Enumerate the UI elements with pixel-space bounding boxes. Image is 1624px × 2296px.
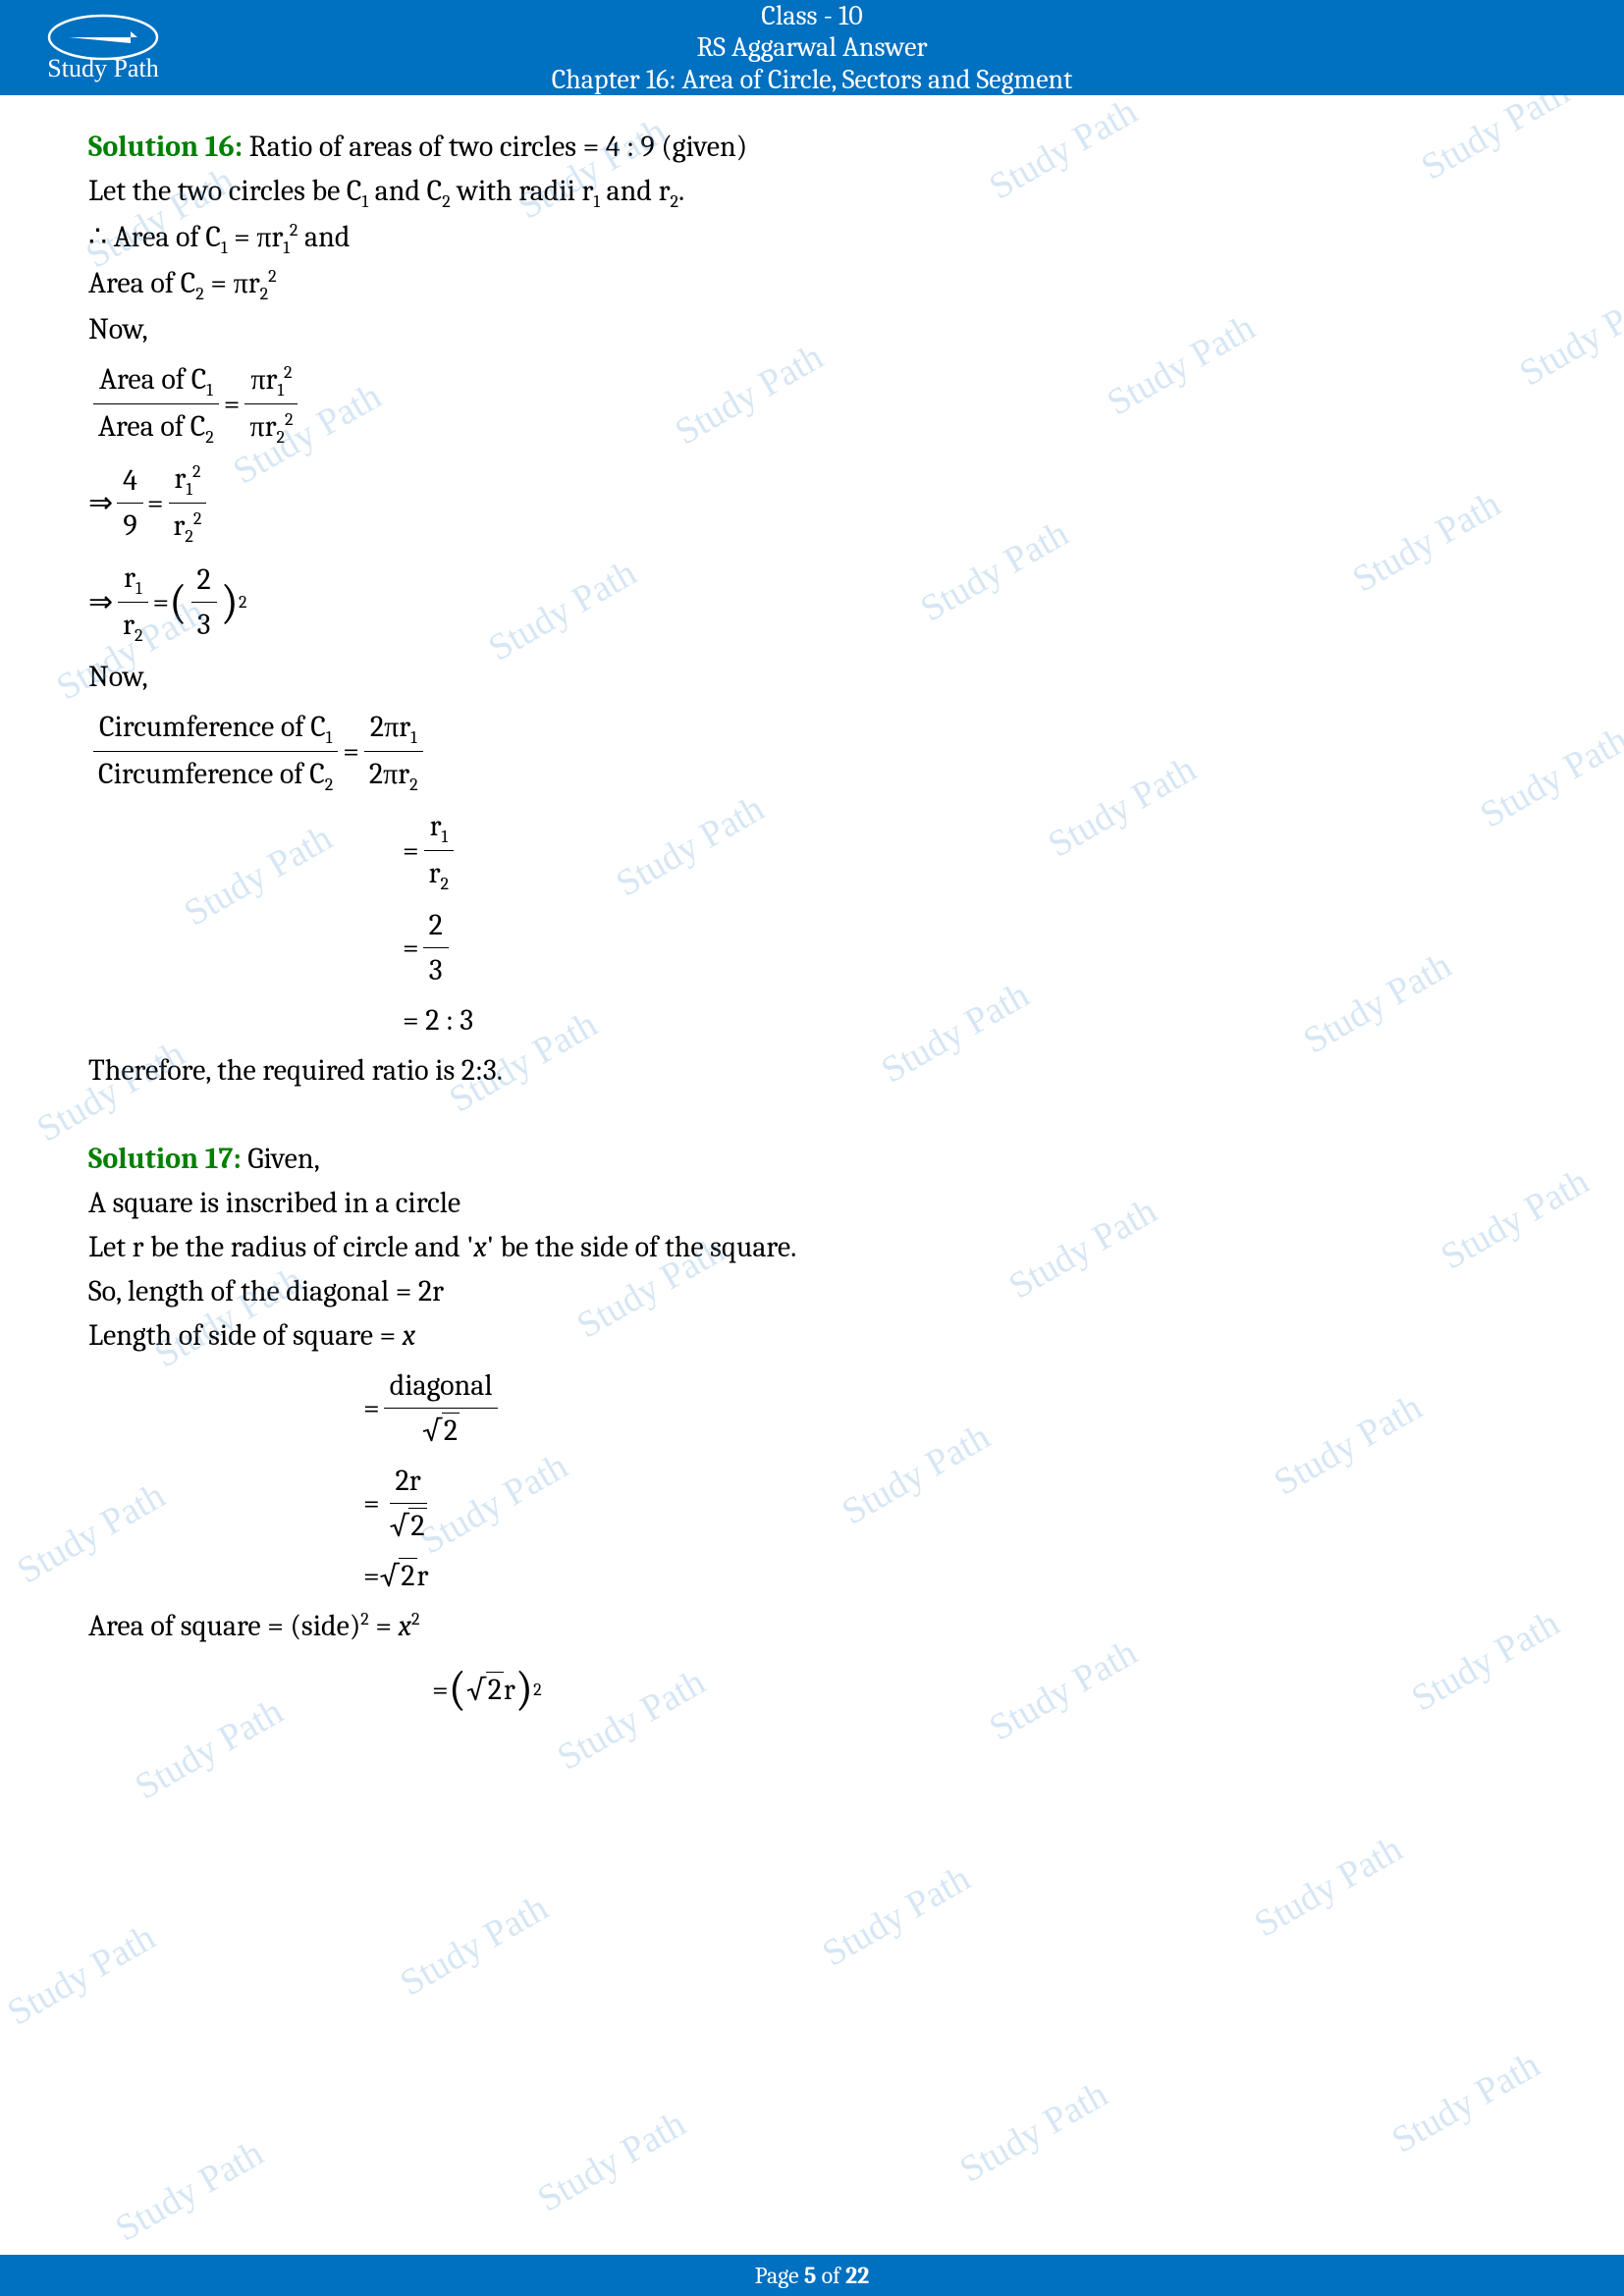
eq-23: = 2 3 <box>403 903 1536 992</box>
t: Given, <box>242 1142 320 1176</box>
t: r <box>175 461 187 496</box>
t: r <box>429 856 441 890</box>
footer-of: of <box>816 2262 845 2289</box>
sol17-line2: A square is inscribed in a circle <box>88 1181 1536 1225</box>
sol17-line3: Let r be the radius of circle and 'x' be… <box>88 1225 1536 1269</box>
footer-page-label: Page <box>755 2262 804 2289</box>
sol16-now2: Now, <box>88 655 1536 699</box>
watermark: Study Path <box>952 2073 1115 2192</box>
sol16-line4: Area of C2 = πr22 <box>88 261 1536 307</box>
t: 2πr <box>369 757 409 791</box>
t: r <box>430 809 442 843</box>
t: = πr <box>228 220 284 254</box>
sol16-line2: Let the two circles be C1 and C2 with ra… <box>88 169 1536 215</box>
t: 2 <box>399 1558 416 1593</box>
sol16-line3: ∴ Area of C1 = πr12 and <box>88 215 1536 261</box>
sol16-conclusion: Therefore, the required ratio is 2:3. <box>88 1048 1536 1093</box>
header-text-block: Class - 10 RS Aggarwal Answer Chapter 16… <box>0 0 1624 95</box>
t: 2 <box>408 1508 426 1543</box>
t: = πr <box>204 266 260 300</box>
solution-16-label: Solution 16: <box>88 130 243 164</box>
header-book: RS Aggarwal Answer <box>0 31 1624 63</box>
t: diagonal <box>384 1363 499 1409</box>
watermark: Study Path <box>108 2132 271 2251</box>
t: and C <box>368 174 442 208</box>
sol17-line5: Length of side of square = x <box>88 1313 1536 1358</box>
t: r <box>124 561 135 595</box>
eq-sqrt2r-sq: = (2r)2 <box>432 1654 1536 1725</box>
header-class: Class - 10 <box>0 0 1624 31</box>
sol16-now1: Now, <box>88 307 1536 351</box>
sol17-line1: Solution 17: Given, <box>88 1137 1536 1181</box>
t: 3 <box>423 948 449 992</box>
logo: Study Path <box>25 8 182 86</box>
t: Area of square = (side) <box>88 1609 360 1643</box>
sol17-area: Area of square = (side)2 = x2 <box>88 1604 1536 1648</box>
sol17-line4: So, length of the diagonal = 2r <box>88 1269 1536 1313</box>
t: x <box>403 1318 415 1353</box>
t: Area of C <box>88 266 195 300</box>
t: . <box>678 174 684 208</box>
page-footer: Page 5 of 22 <box>0 2255 1624 2296</box>
t: 4 <box>117 458 143 504</box>
eq-2r: = 2r 2 <box>363 1459 1536 1548</box>
t: 2 <box>442 1413 460 1448</box>
t: r <box>123 608 135 642</box>
t: ' be the side of the square. <box>487 1230 797 1264</box>
t: and <box>298 220 350 254</box>
t: r <box>417 1554 429 1598</box>
eq-circ-ratio: Circumference of C1 Circumference of C2 … <box>88 705 1536 798</box>
t: Circumference of C <box>99 710 326 744</box>
sol16-text1: Ratio of areas of two circles = 4 : 9 (g… <box>243 130 747 164</box>
t: Length of side of square = <box>88 1318 403 1353</box>
t: Let the two circles be C <box>88 174 362 208</box>
t: 2r <box>390 1459 427 1504</box>
watermark: Study Path <box>1247 1828 1410 1947</box>
eq-sqrt2r: = 2r <box>363 1554 1536 1598</box>
t: 2 <box>423 903 449 948</box>
solution-17-label: Solution 17: <box>88 1142 242 1176</box>
page-content: Solution 16: Ratio of areas of two circl… <box>0 95 1624 1725</box>
t: 2 <box>191 558 217 603</box>
t: 3 <box>191 603 217 647</box>
t: = <box>369 1609 399 1643</box>
eq-ratio-final: = 2 : 3 <box>403 998 1536 1042</box>
header-chapter: Chapter 16: Area of Circle, Sectors and … <box>0 64 1624 95</box>
footer-total: 22 <box>845 2262 869 2289</box>
t: πr <box>250 362 277 397</box>
t: ∴ Area of C <box>88 220 221 254</box>
watermark: Study Path <box>393 1887 556 2005</box>
watermark: Study Path <box>530 2103 693 2221</box>
t: x <box>473 1230 486 1264</box>
footer-page-num: 5 <box>804 2262 816 2289</box>
t: x <box>399 1609 411 1643</box>
watermark: Study Path <box>0 1916 163 2035</box>
watermark: Study Path <box>815 1857 978 1976</box>
t: r <box>504 1668 515 1712</box>
t: r <box>174 508 186 543</box>
watermark: Study Path <box>1384 2044 1547 2163</box>
t: and r <box>600 174 671 208</box>
t: with radii r <box>451 174 594 208</box>
t: πr <box>249 409 276 444</box>
t: 2 <box>486 1672 504 1707</box>
t: 2πr <box>370 710 410 744</box>
t: 9 <box>117 504 142 548</box>
eq-r1r2-2: = r1 r2 <box>403 804 1536 897</box>
eq-diag: = diagonal 2 <box>363 1363 1536 1453</box>
t: Area of C <box>99 362 206 397</box>
sol16-line1: Solution 16: Ratio of areas of two circl… <box>88 125 1536 169</box>
t: Let r be the radius of circle and ' <box>88 1230 473 1264</box>
t: Circumference of C <box>98 757 325 791</box>
page-header: Study Path Class - 10 RS Aggarwal Answer… <box>0 0 1624 95</box>
eq-49: ⇒ 4 9 = r12 r22 <box>88 456 1536 550</box>
eq-r1r2: ⇒ r1 r2 = ( 2 3 )2 <box>88 556 1536 649</box>
eq-area-ratio: Area of C1 Area of C2 = πr12 πr22 <box>88 357 1536 451</box>
logo-text: Study Path <box>47 54 158 82</box>
t: Area of C <box>98 409 205 444</box>
